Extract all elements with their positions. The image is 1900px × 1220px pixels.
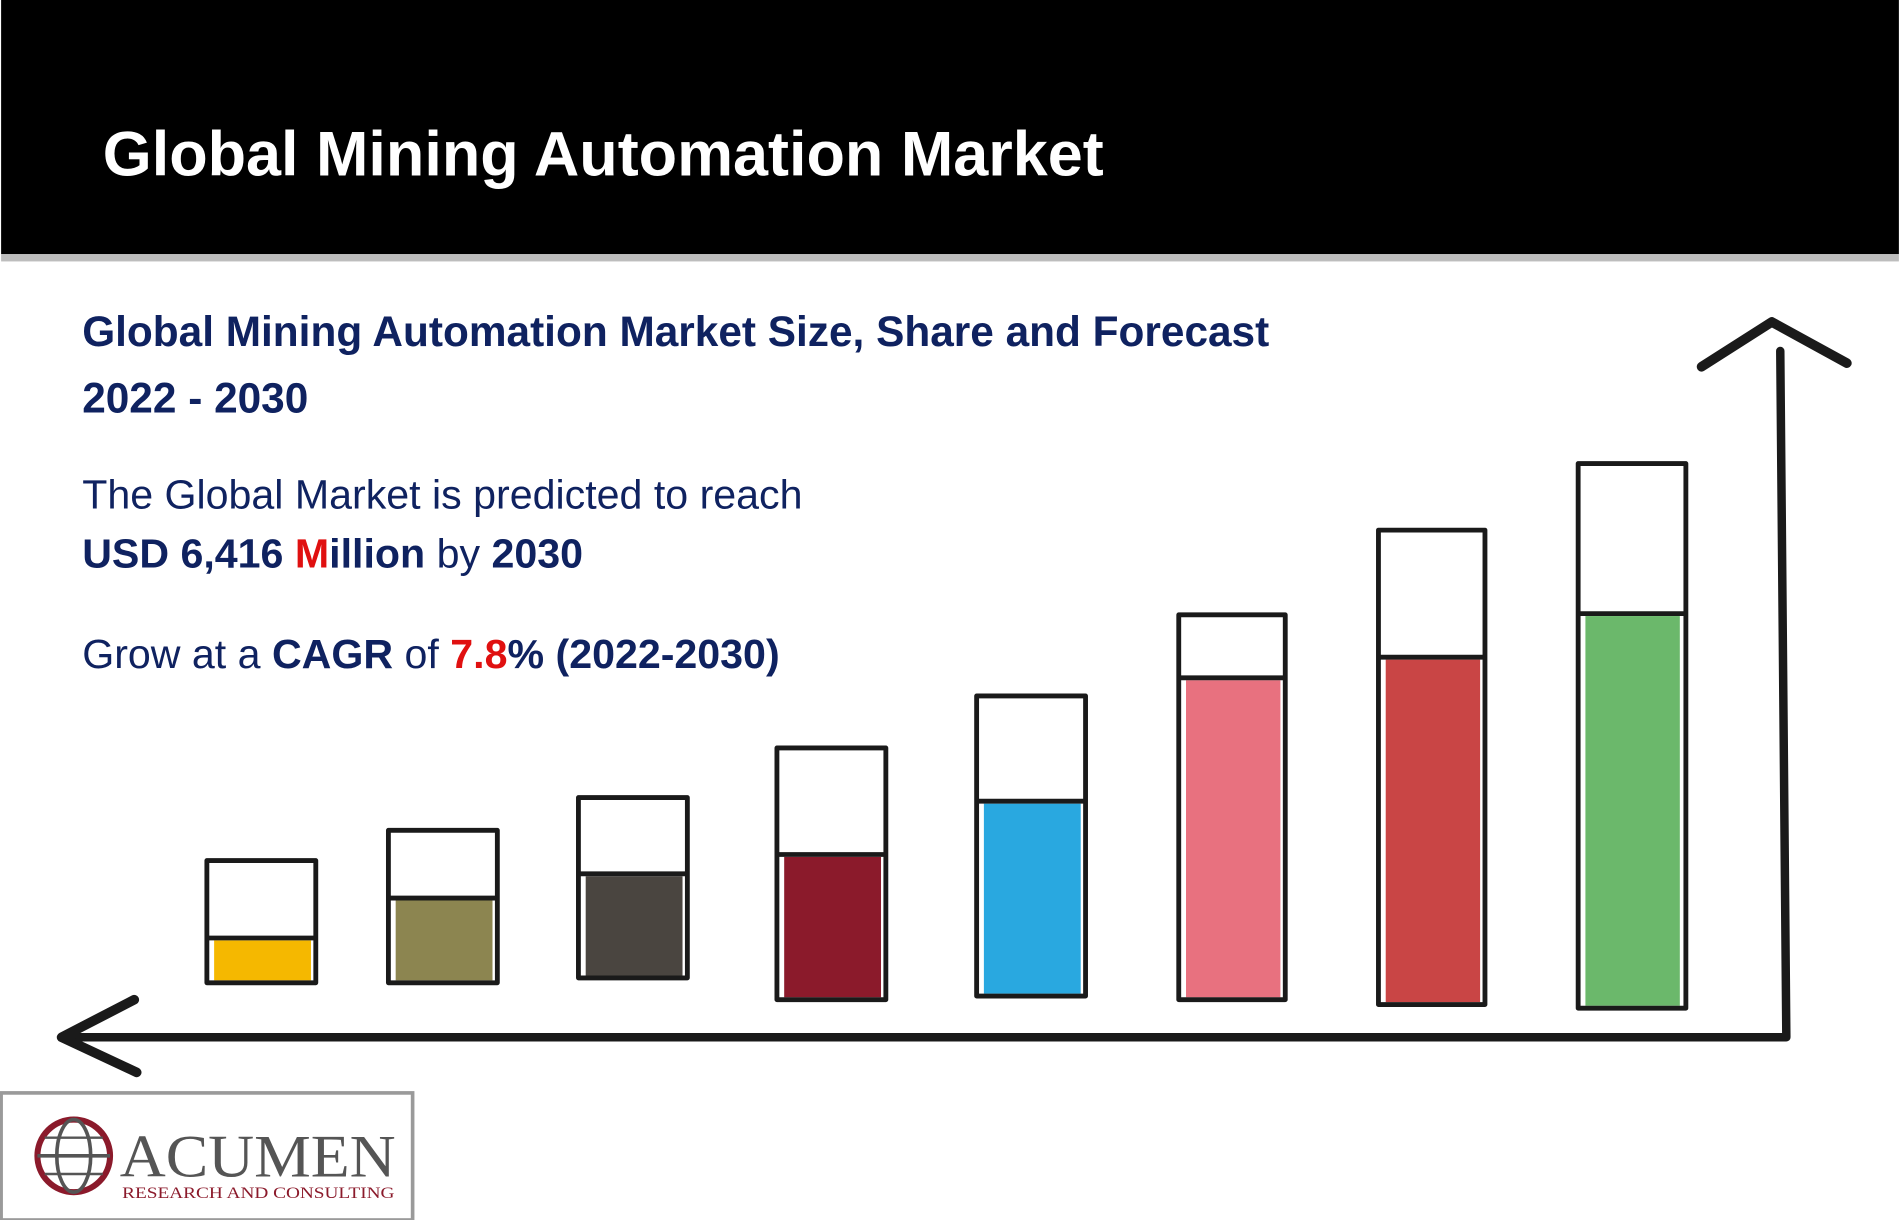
forecast-unit: illion xyxy=(329,531,425,577)
decorative-bars xyxy=(204,461,1689,1011)
growth-rest: % (2022-2030) xyxy=(507,631,779,677)
bar-fill xyxy=(214,940,311,981)
header-rule xyxy=(1,254,1899,262)
axis-line xyxy=(67,346,1791,1042)
bar-frame xyxy=(1376,527,1488,1007)
logo-name: ACUMEN xyxy=(120,1123,396,1190)
growth-rate: 7.8 xyxy=(450,631,507,677)
bar-frame xyxy=(385,827,500,986)
page-title: Global Mining Automation Market xyxy=(103,119,1104,189)
bar-frame xyxy=(774,745,889,1003)
axis-arrowhead xyxy=(1696,317,1852,372)
forecast-amount: USD 6,416 xyxy=(82,531,295,577)
bar-frame xyxy=(1176,612,1288,1003)
bar-frame xyxy=(576,795,690,981)
bar-fill xyxy=(1186,680,1281,998)
bar-fill xyxy=(983,803,1081,994)
bar-frame xyxy=(1575,461,1689,1011)
bar-frame xyxy=(974,693,1088,999)
forecast-year: 2030 xyxy=(491,531,583,577)
growth-of: of xyxy=(393,631,450,677)
forecast-unit-initial: M xyxy=(295,531,329,577)
growth-line: Grow at a CAGR of 7.8% (2022-2030) xyxy=(82,631,779,677)
subtitle: Global Mining Automation Market Size, Sh… xyxy=(82,308,1269,355)
logo: ACUMEN RESEARCH AND CONSULTING xyxy=(0,1091,415,1220)
bar-fill xyxy=(784,856,882,998)
bar-frame xyxy=(204,858,319,986)
forecast-line: USD 6,416 Million by 2030 xyxy=(82,531,583,577)
growth-intro: Grow at a xyxy=(82,631,272,677)
header-band xyxy=(1,0,1899,255)
bar-fill xyxy=(1585,616,1680,1006)
subtitle: 2022 - 2030 xyxy=(82,375,308,422)
forecast-intro: The Global Market is predicted to reach xyxy=(82,471,802,517)
bar-fill xyxy=(1385,659,1481,1003)
logo-tagline: RESEARCH AND CONSULTING xyxy=(122,1185,394,1202)
bar-fill xyxy=(585,876,683,976)
bar-fill xyxy=(395,900,493,981)
axes xyxy=(56,317,1852,1078)
axis-arrowhead xyxy=(56,994,142,1078)
growth-metric: CAGR xyxy=(272,631,393,677)
forecast-by: by xyxy=(425,531,491,577)
